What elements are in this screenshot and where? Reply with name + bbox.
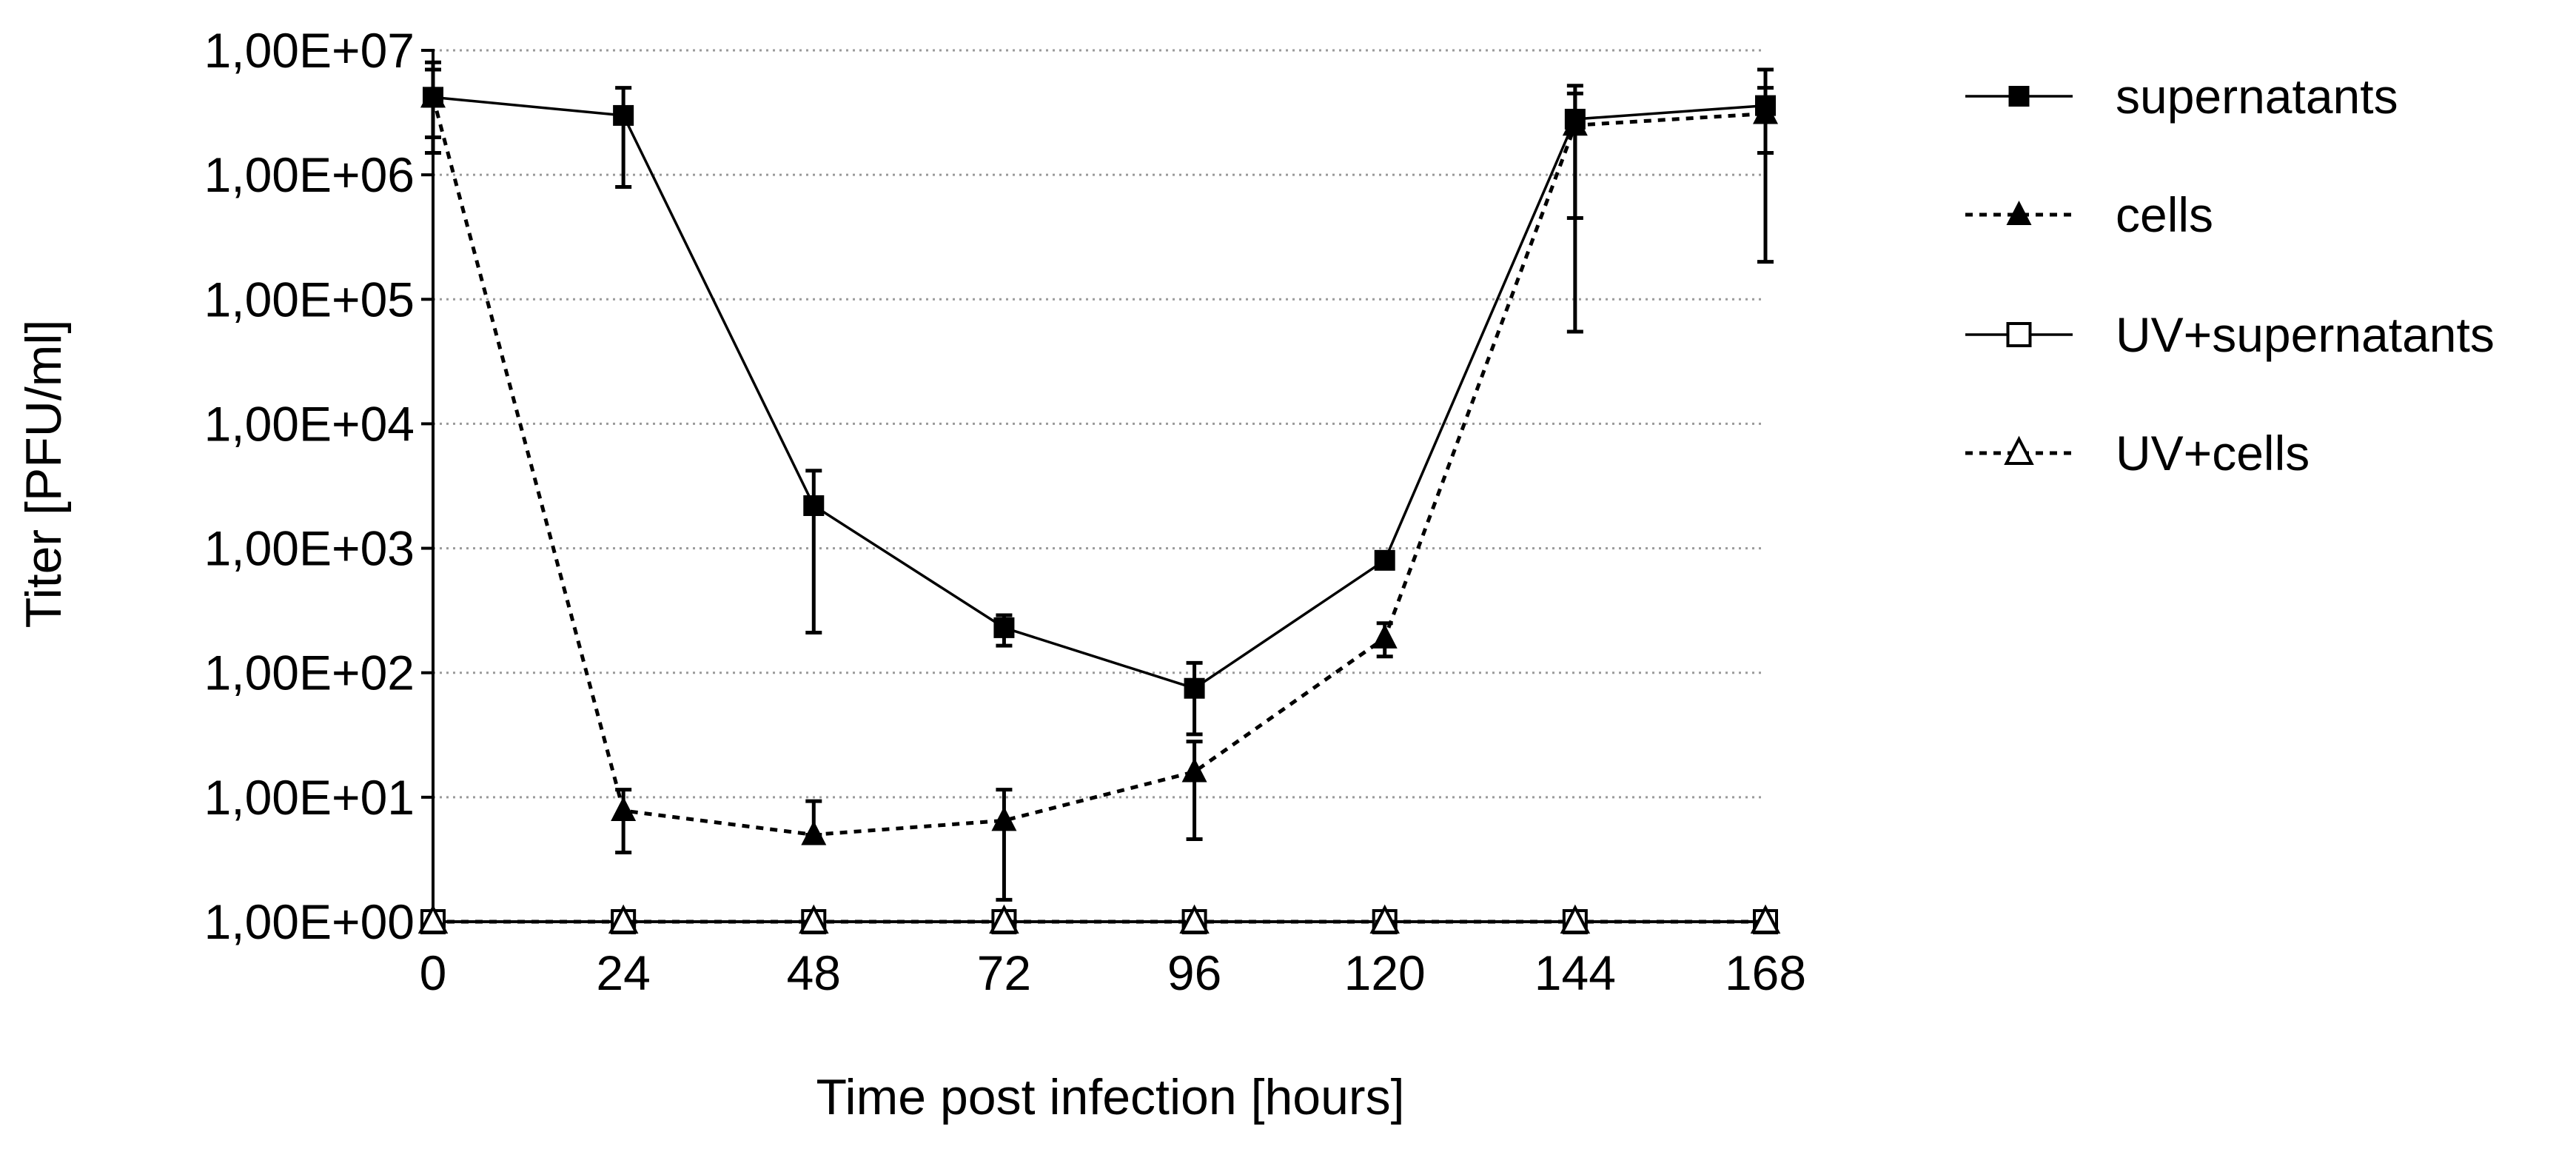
marker-shape [991,806,1017,831]
marker-shape [417,904,449,934]
marker-shape [1374,549,1395,571]
data-point [1372,623,1398,649]
marker-shape [1372,623,1398,649]
error-bar [996,788,1013,902]
marker-shape [989,904,1019,934]
marker-shape [608,904,639,934]
legend-item-uv-supernatants: UV+supernatants [1965,307,2495,362]
data-point [801,820,827,845]
series-line [431,96,1766,837]
y-tick-label: 1,00E+04 [204,396,415,451]
legend: supernatants cells UV+supernatants UV+cells [1965,69,2495,480]
x-tick-label: 96 [1167,945,1221,1000]
y-tick-label: 1,00E+02 [204,646,415,700]
marker-shape [2006,322,2032,347]
marker-shape [1750,904,1781,934]
data-point [1184,677,1205,699]
data-point [1750,904,1781,934]
marker-shape [1179,904,1210,934]
x-axis-title: Time post infection [hours] [816,1069,1405,1125]
series-uv-cells [417,904,1781,934]
legend-label: UV+cells [2116,426,2310,480]
x-tick-label: 48 [787,945,841,1000]
y-tick-label: 1,00E+00 [204,894,415,949]
data-point [1564,108,1586,130]
error-bar [1566,84,1583,220]
marker-shape [1181,757,1207,783]
marker-shape [2008,86,2030,107]
gridlines [433,49,1765,799]
legend-marker [2006,201,2032,225]
y-axis-title: Titer [PFU/ml] [16,320,72,629]
data-point [991,806,1017,831]
data-point [799,904,829,934]
x-tick-label: 144 [1534,945,1616,1000]
data-point [803,495,825,516]
legend-label: supernatants [2116,69,2398,124]
data-point [608,904,639,934]
y-tick-label: 1,00E+07 [204,23,415,78]
y-tick-label: 1,00E+05 [204,272,415,326]
legend-label: cells [2116,187,2213,242]
data-point [993,617,1015,638]
error-bar [1186,740,1203,842]
data-point [1369,904,1400,934]
x-tick-label: 24 [596,945,650,1000]
marker-shape [799,904,829,934]
data-point [611,797,637,822]
marker-shape [611,797,637,822]
y-tick-label: 1,00E+06 [204,147,415,202]
legend-marker [2008,86,2030,107]
x-tick-label: 168 [1725,945,1806,1000]
series-supernatants [423,60,1776,737]
legend-label: UV+supernatants [2116,307,2495,362]
marker-shape [1184,677,1205,699]
series-line [432,96,1766,690]
x-tick-label: 0 [420,945,447,1000]
tick-labels: 1,00E+00 1,00E+01 1,00E+02 1,00E+03 1,00E+04… [204,23,1807,1000]
x-tick-label: 72 [977,945,1031,1000]
data-point [613,104,634,126]
y-tick-label: 1,00E+01 [204,770,415,825]
data-point [1560,904,1591,934]
legend-marker [2006,322,2032,347]
data-point [1374,549,1395,571]
legend-item-uv-cells: UV+cells [1965,426,2310,480]
y-tick-label: 1,00E+03 [204,521,415,576]
marker-shape [803,495,825,516]
marker-shape [1560,904,1591,934]
marker-shape [2004,435,2034,465]
marker-shape [2006,201,2032,225]
data-point [1181,757,1207,783]
legend-item-supernatants: supernatants [1965,69,2398,124]
marker-shape [801,820,827,845]
marker-shape [1369,904,1400,934]
data-point [417,904,449,934]
legend-marker [2004,435,2034,465]
marker-shape [1755,95,1776,116]
data-point [989,904,1019,934]
data-point [1755,95,1776,116]
marker-shape [993,617,1015,638]
data-point [423,87,443,108]
marker-shape [1564,108,1586,130]
data-point [1179,904,1210,934]
error-bar [615,86,632,189]
x-tick-label: 120 [1344,945,1426,1000]
legend-item-cells: cells [1965,187,2213,242]
series [417,60,1781,934]
marker-shape [613,104,634,126]
marker-shape [423,87,443,108]
